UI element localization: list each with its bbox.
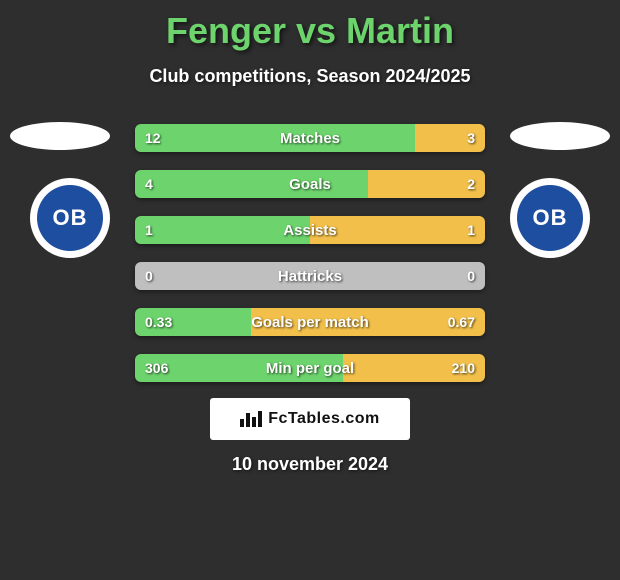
stat-seg-left bbox=[135, 354, 343, 382]
stat-seg-left bbox=[135, 262, 485, 290]
stats-bars: Matches123 Goals42 Assists11 Hattricks00 Goa… bbox=[135, 124, 485, 400]
stat-seg-left bbox=[135, 216, 310, 244]
stat-row: Min per goal306210 bbox=[135, 354, 485, 382]
stat-row: Goals per match0.330.67 bbox=[135, 308, 485, 336]
stat-row: Matches123 bbox=[135, 124, 485, 152]
stat-seg-left bbox=[135, 124, 415, 152]
club-logo-left: OB bbox=[30, 178, 110, 258]
date-text: 10 november 2024 bbox=[0, 454, 620, 475]
brand-bars-icon bbox=[240, 411, 262, 427]
club-logo-left-text: OB bbox=[37, 185, 103, 251]
club-logo-right-text: OB bbox=[517, 185, 583, 251]
stat-row: Hattricks00 bbox=[135, 262, 485, 290]
stat-row: Goals42 bbox=[135, 170, 485, 198]
stat-seg-left bbox=[135, 308, 251, 336]
stat-row: Assists11 bbox=[135, 216, 485, 244]
club-logo-right: OB bbox=[510, 178, 590, 258]
stat-seg-left bbox=[135, 170, 368, 198]
brand-text: FcTables.com bbox=[268, 410, 380, 428]
stat-seg-right bbox=[368, 170, 485, 198]
page-title: Fenger vs Martin bbox=[0, 0, 620, 52]
stat-seg-right bbox=[251, 308, 486, 336]
brand-badge: FcTables.com bbox=[210, 398, 410, 440]
subtitle: Club competitions, Season 2024/2025 bbox=[0, 66, 620, 87]
stat-seg-right bbox=[415, 124, 485, 152]
stat-seg-right bbox=[343, 354, 485, 382]
stat-seg-right bbox=[310, 216, 485, 244]
